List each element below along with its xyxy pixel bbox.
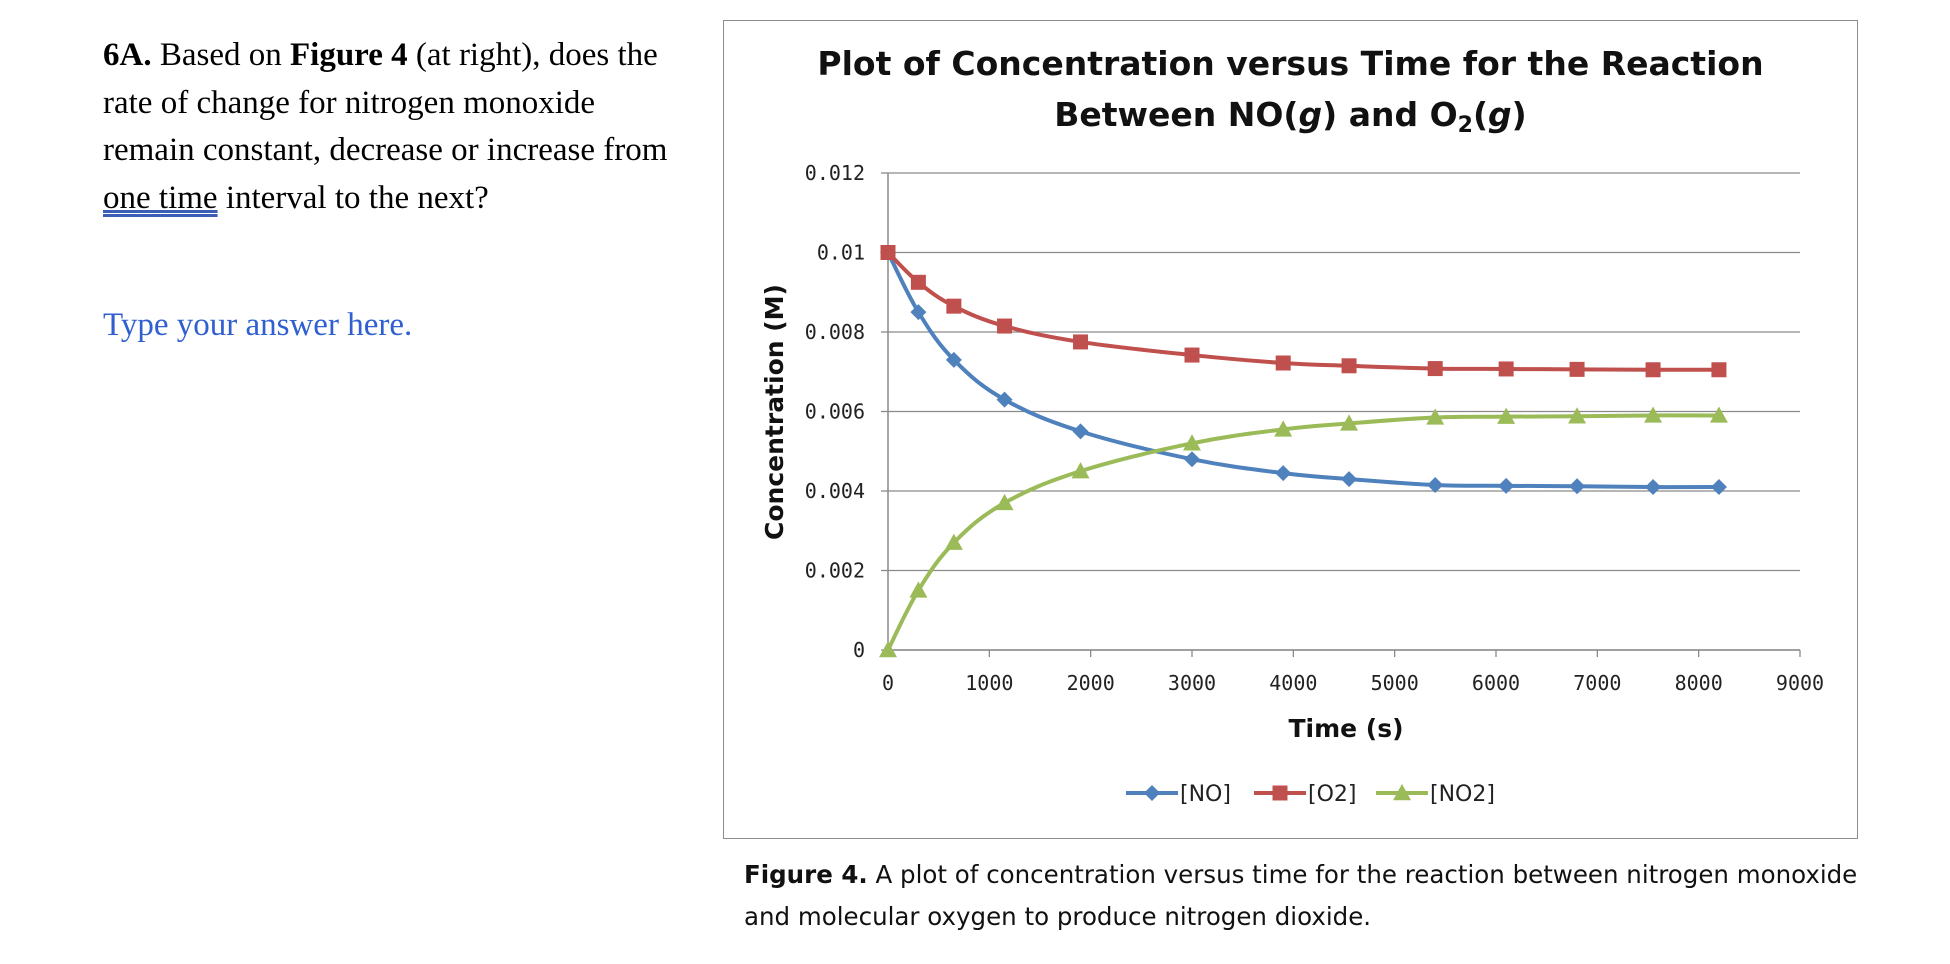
data-point-no2 xyxy=(1644,406,1663,423)
chart-title-line-2: Between NO(g) and O2(g) xyxy=(1054,95,1527,138)
legend-marker-o2 xyxy=(1272,785,1288,801)
data-point-no xyxy=(1498,477,1515,494)
data-point-no2 xyxy=(879,641,897,658)
data-point-o2 xyxy=(1341,358,1357,374)
x-axis-title: Time (s) xyxy=(1288,714,1403,743)
x-tick-label: 3000 xyxy=(1168,671,1216,695)
data-point-no xyxy=(1427,477,1444,494)
legend-marker-no xyxy=(1144,785,1160,801)
legend-label-o2: [O2] xyxy=(1308,782,1356,807)
data-point-o2 xyxy=(1645,362,1661,378)
x-tick-label: 5000 xyxy=(1371,671,1419,695)
data-point-o2 xyxy=(1073,334,1089,350)
data-point-no2 xyxy=(1426,408,1445,425)
data-point-no2 xyxy=(1183,434,1201,451)
legend-label-no: [NO] xyxy=(1180,782,1231,807)
x-tick-label: 2000 xyxy=(1067,671,1115,695)
series-line-no2 xyxy=(886,413,1719,651)
x-tick-label: 6000 xyxy=(1472,671,1520,695)
y-tick-label: 0.004 xyxy=(805,479,865,503)
data-point-o2 xyxy=(1427,361,1443,377)
caption-label: Figure 4. xyxy=(744,860,868,889)
data-point-no2 xyxy=(1071,462,1090,479)
question-number: 6A. xyxy=(103,37,152,73)
legend-label-no2: [NO2] xyxy=(1430,782,1495,807)
data-point-o2 xyxy=(946,298,962,314)
data-point-no2 xyxy=(1709,406,1728,423)
y-tick-label: 0.008 xyxy=(805,320,865,344)
data-point-no2 xyxy=(995,493,1014,511)
y-axis-title: Concentration (M) xyxy=(760,284,789,540)
question-part-3: interval to the next? xyxy=(225,179,489,216)
question-part-1: Based on xyxy=(159,37,282,73)
y-tick-label: 0.002 xyxy=(805,559,865,583)
data-point-no xyxy=(1645,479,1662,496)
x-tick-label: 1000 xyxy=(965,671,1013,695)
data-point-no xyxy=(1275,465,1292,482)
data-point-o2 xyxy=(1498,361,1514,377)
x-tick-label: 9000 xyxy=(1776,671,1824,695)
data-point-o2 xyxy=(1184,347,1200,363)
data-point-o2 xyxy=(880,245,896,260)
underlined-phrase: one time xyxy=(103,179,218,216)
data-point-no2 xyxy=(1274,420,1293,437)
figure-caption: Figure 4. A plot of concentration versus… xyxy=(744,854,1864,938)
y-tick-label: 0.006 xyxy=(805,400,865,424)
data-point-no2 xyxy=(1497,407,1516,424)
answer-input[interactable]: Type your answer here. xyxy=(103,307,413,343)
data-point-o2 xyxy=(1711,362,1727,378)
data-point-no xyxy=(1710,479,1727,496)
data-point-no xyxy=(910,304,927,321)
question-text: 6A. Based on Figure 4 (at right), does t… xyxy=(103,32,683,222)
series-o2 xyxy=(880,245,1727,378)
data-point-no2 xyxy=(909,581,928,598)
series-no2 xyxy=(879,406,1728,658)
data-point-no xyxy=(1072,423,1089,440)
data-point-o2 xyxy=(997,318,1013,334)
data-point-no xyxy=(1341,471,1358,488)
data-point-no xyxy=(996,391,1013,408)
chart-title-line-1: Plot of Concentration versus Time for th… xyxy=(817,44,1764,83)
x-tick-label: 8000 xyxy=(1675,671,1723,695)
data-point-o2 xyxy=(1275,355,1291,371)
legend-marker-no2 xyxy=(1393,784,1411,801)
data-point-no xyxy=(1184,451,1200,468)
data-point-o2 xyxy=(910,274,926,290)
chart-title: Plot of Concentration versus Time for th… xyxy=(723,38,1858,140)
data-point-no2 xyxy=(1340,414,1359,431)
y-tick-label: 0.01 xyxy=(817,241,865,265)
data-point-no xyxy=(1569,478,1586,495)
x-tick-label: 0 xyxy=(882,671,894,695)
y-tick-label: 0 xyxy=(853,638,865,662)
caption-text: A plot of concentration versus time for … xyxy=(744,860,1858,931)
question-part-2: (at right), does the rate of change for … xyxy=(103,37,668,168)
y-tick-label: 0.012 xyxy=(805,161,865,185)
x-tick-label: 4000 xyxy=(1269,671,1317,695)
x-tick-label: 7000 xyxy=(1573,671,1621,695)
series-line-o2 xyxy=(886,251,1719,372)
data-point-no2 xyxy=(1568,407,1587,424)
data-point-no xyxy=(945,351,962,368)
figure-reference: Figure 4 xyxy=(290,37,408,73)
data-point-o2 xyxy=(1569,361,1585,377)
data-point-no2 xyxy=(944,533,963,550)
